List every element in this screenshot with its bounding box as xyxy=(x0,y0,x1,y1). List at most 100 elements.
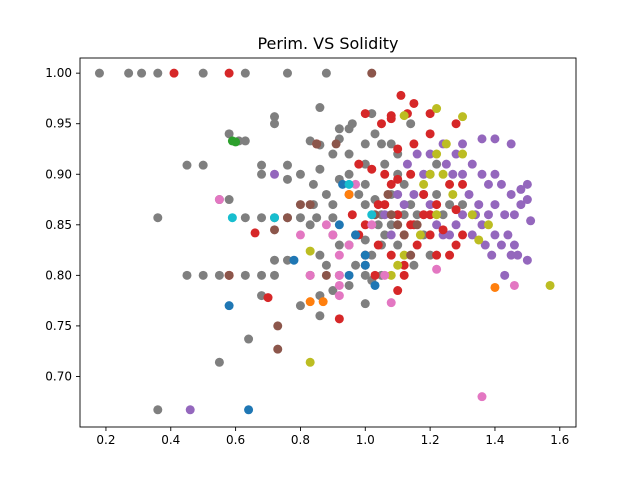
scatter-point xyxy=(445,200,455,210)
scatter-point xyxy=(412,149,422,159)
scatter-point xyxy=(153,213,163,223)
scatter-point xyxy=(386,210,396,220)
scatter-point xyxy=(451,149,461,159)
scatter-point xyxy=(328,286,338,296)
scatter-point xyxy=(198,270,208,280)
scatter-point xyxy=(509,280,519,290)
scatter-point xyxy=(393,174,403,184)
scatter-point xyxy=(380,200,390,210)
scatter-point xyxy=(425,149,435,159)
scatter-point xyxy=(360,220,370,230)
scatter-point xyxy=(373,200,383,210)
scatter-point xyxy=(477,220,487,230)
scatter-point xyxy=(338,179,348,189)
scatter-point xyxy=(295,213,305,223)
x-tick-label: 1.2 xyxy=(421,433,440,447)
scatter-point xyxy=(458,200,468,210)
scatter-point xyxy=(399,260,409,270)
scatter-point xyxy=(360,260,370,270)
scatter-point xyxy=(490,282,500,292)
scatter-point xyxy=(483,179,493,189)
x-tick-label: 0.2 xyxy=(96,433,115,447)
scatter-point xyxy=(399,210,409,220)
scatter-point xyxy=(441,159,451,169)
scatter-point xyxy=(273,321,283,331)
scatter-point xyxy=(451,119,461,129)
scatter-point xyxy=(224,129,234,139)
scatter-point xyxy=(360,179,370,189)
scatter-point xyxy=(351,260,361,270)
scatter-point xyxy=(500,270,510,280)
scatter-point xyxy=(347,119,357,129)
scatter-point xyxy=(282,174,292,184)
scatter-point xyxy=(257,160,267,170)
scatter-point xyxy=(257,213,267,223)
scatter-point xyxy=(458,112,468,122)
scatter-point xyxy=(376,119,386,129)
scatter-point xyxy=(153,68,163,78)
scatter-point xyxy=(474,200,484,210)
scatter-point xyxy=(344,169,354,179)
scatter-point xyxy=(483,210,493,220)
scatter-point xyxy=(334,220,344,230)
scatter-point xyxy=(347,210,357,220)
scatter-point xyxy=(334,250,344,260)
scatter-point xyxy=(432,250,442,260)
scatter-point xyxy=(425,200,435,210)
y-tick-label: 0.70 xyxy=(45,369,72,383)
scatter-point xyxy=(321,220,331,230)
scatter-point xyxy=(360,270,370,280)
scatter-point xyxy=(344,280,354,290)
scatter-point xyxy=(227,213,237,223)
scatter-point xyxy=(386,220,396,230)
scatter-point xyxy=(214,195,224,205)
scatter-point xyxy=(270,225,280,235)
axes-layer: 0.2 0.4 0.6 0.8 1.0 1.2 1.4 1.6 0.70 0.75 0.80 0.85… xyxy=(45,57,577,447)
scatter-point xyxy=(386,179,396,189)
scatter-point xyxy=(396,90,406,100)
x-tick-label: 1.0 xyxy=(356,433,375,447)
scatter-point xyxy=(315,311,325,321)
scatter-point xyxy=(393,260,403,270)
scatter-point xyxy=(373,220,383,230)
scatter-point xyxy=(257,270,267,280)
scatter-point xyxy=(496,179,506,189)
scatter-point xyxy=(370,129,380,139)
scatter-point xyxy=(334,124,344,134)
scatter-point xyxy=(370,280,380,290)
scatter-point xyxy=(289,255,299,265)
scatter-point xyxy=(312,213,322,223)
scatter-point xyxy=(386,298,396,308)
scatter-point xyxy=(367,250,377,260)
scatter-point xyxy=(367,210,377,220)
scatter-point xyxy=(500,210,510,220)
scatter-point xyxy=(295,230,305,240)
scatter-point xyxy=(393,220,403,230)
scatter-point xyxy=(386,114,396,124)
scatter-point xyxy=(182,160,192,170)
scatter-point xyxy=(318,297,328,307)
x-tick-label: 1.4 xyxy=(485,433,504,447)
scatter-point xyxy=(185,405,195,415)
scatter-point xyxy=(409,98,419,108)
scatter-point xyxy=(506,250,516,260)
scatter-point xyxy=(412,220,422,230)
scatter-point xyxy=(360,299,370,309)
scatter-point xyxy=(305,246,315,256)
scatter-point xyxy=(458,139,468,149)
scatter-point xyxy=(282,213,292,223)
scatter-point xyxy=(380,270,390,280)
scatter-point xyxy=(282,255,292,265)
y-tick-label: 0.85 xyxy=(45,218,72,232)
scatter-point xyxy=(399,179,409,189)
scatter-point xyxy=(334,240,344,250)
scatter-point xyxy=(244,405,254,415)
scatter-point xyxy=(490,200,500,210)
scatter-point xyxy=(334,291,344,301)
scatter-point xyxy=(169,68,179,78)
scatter-point xyxy=(399,230,409,240)
scatter-point xyxy=(250,228,260,238)
scatter-point xyxy=(425,129,435,139)
